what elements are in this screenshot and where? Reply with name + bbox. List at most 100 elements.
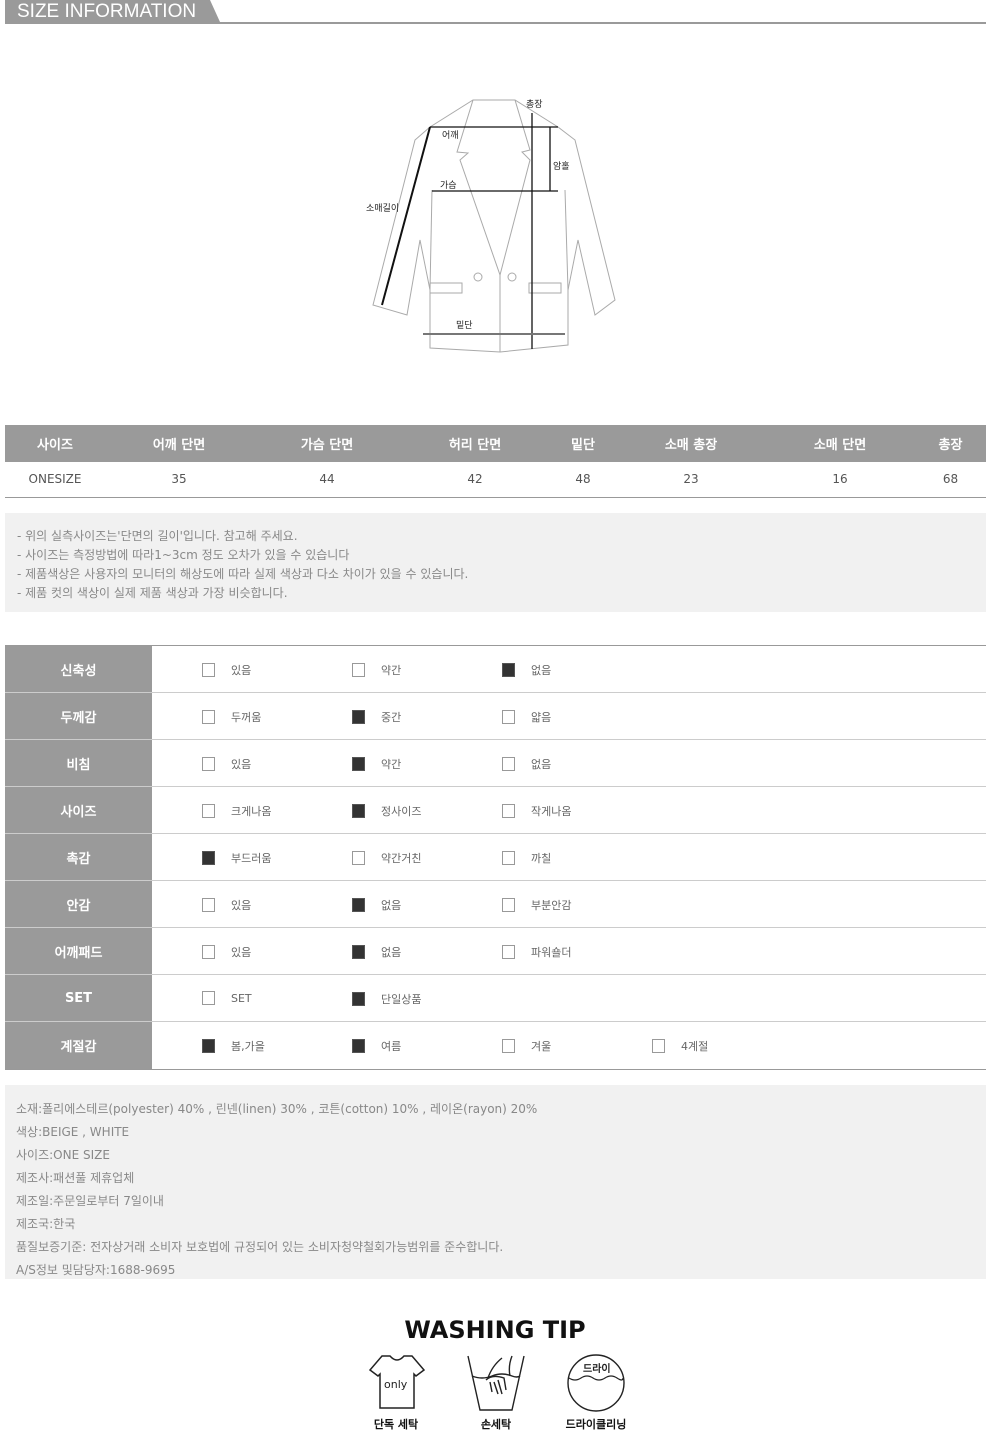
option-label: 크게나옴 [231, 805, 272, 818]
property-option[interactable]: 약간 [352, 662, 401, 678]
label-hem: 밑단 [456, 321, 473, 331]
info-manufacture-date: 제조일:주문일로부터 7일이내 [16, 1194, 164, 1208]
table-cell: 44 [253, 462, 401, 498]
label-total-length: 총장 [526, 100, 543, 110]
table-cell: 23 [617, 462, 765, 498]
dry-clean-icon: 드라이 [562, 1352, 632, 1414]
property-option[interactable]: 없음 [502, 662, 551, 678]
property-option[interactable]: 작게나옴 [502, 803, 571, 819]
checkbox[interactable] [352, 710, 365, 724]
col-header: 가슴 단면 [253, 425, 401, 462]
option-label: 없음 [381, 899, 402, 912]
property-option[interactable]: 약간거친 [352, 850, 421, 866]
table-row: ONESIZE 35 44 42 48 23 16 68 [5, 462, 986, 498]
property-option[interactable]: 없음 [502, 756, 551, 772]
property-label: 촉감 [5, 834, 152, 880]
property-option[interactable]: 없음 [352, 897, 401, 913]
property-option[interactable]: 겨울 [502, 1038, 551, 1054]
checkbox[interactable] [202, 851, 215, 865]
col-header: 소매 총장 [617, 425, 765, 462]
info-as-contact: A/S정보 및담당자:1688-9695 [16, 1263, 176, 1277]
option-label: 있음 [231, 899, 252, 912]
property-label: 안감 [5, 881, 152, 927]
property-option[interactable]: 크게나옴 [202, 803, 271, 819]
checkbox[interactable] [502, 1039, 515, 1053]
property-row: 촉감 부드러움 약간거친 까칠 [5, 834, 986, 881]
checkbox[interactable] [352, 1039, 365, 1053]
property-option[interactable]: 부분안감 [502, 897, 571, 913]
property-option[interactable]: 얇음 [502, 709, 551, 725]
property-option[interactable]: 여름 [352, 1038, 401, 1054]
checkbox[interactable] [502, 663, 515, 677]
col-header: 총장 [915, 425, 986, 462]
checkbox[interactable] [202, 1039, 215, 1053]
property-option[interactable]: 중간 [352, 709, 401, 725]
property-option[interactable]: 봄,가을 [202, 1038, 265, 1054]
option-label: 봄,가을 [231, 1040, 265, 1053]
col-header: 어깨 단면 [105, 425, 253, 462]
property-option[interactable]: 단일상품 [352, 991, 421, 1007]
note-line: - 위의 실측사이즈는'단면의 길이'입니다. 참고해 주세요. [17, 529, 298, 543]
checkbox[interactable] [352, 804, 365, 818]
size-table-header: 사이즈 어깨 단면 가슴 단면 허리 단면 밑단 소매 총장 소매 단면 총장 [5, 425, 986, 462]
label-chest: 가슴 [440, 181, 457, 191]
jacket-illustration [372, 99, 616, 353]
checkbox[interactable] [202, 663, 215, 677]
checkbox[interactable] [352, 757, 365, 771]
label-sleeve-length: 소매길이 [366, 204, 400, 214]
property-option[interactable]: 있음 [202, 944, 251, 960]
property-option[interactable]: 있음 [202, 897, 251, 913]
property-row: 계절감 봄,가을 여름 겨울 4계절 [5, 1022, 986, 1069]
checkbox[interactable] [502, 945, 515, 959]
property-option[interactable]: 있음 [202, 662, 251, 678]
property-option[interactable]: 없음 [352, 944, 401, 960]
property-option[interactable]: 약간 [352, 756, 401, 772]
checkbox[interactable] [352, 992, 365, 1006]
option-label: 없음 [381, 946, 402, 959]
property-option[interactable]: 정사이즈 [352, 803, 421, 819]
option-label: 단일상품 [381, 993, 422, 1006]
option-label: 없음 [531, 758, 552, 771]
property-label: 어깨패드 [5, 928, 152, 974]
checkbox[interactable] [202, 710, 215, 724]
checkbox[interactable] [202, 804, 215, 818]
checkbox[interactable] [652, 1039, 665, 1053]
option-label: 부분안감 [531, 899, 572, 912]
property-label: 사이즈 [5, 787, 152, 833]
checkbox[interactable] [352, 663, 365, 677]
property-label: 비침 [5, 740, 152, 786]
property-option[interactable]: 있음 [202, 756, 251, 772]
option-label: 두꺼움 [231, 711, 262, 724]
checkbox[interactable] [202, 898, 215, 912]
property-row: 비침 있음 약간 없음 [5, 740, 986, 787]
checkbox[interactable] [502, 757, 515, 771]
option-label: 겨울 [531, 1040, 552, 1053]
size-table: 사이즈 어깨 단면 가슴 단면 허리 단면 밑단 소매 총장 소매 단면 총장 … [5, 425, 986, 498]
checkbox[interactable] [352, 851, 365, 865]
option-label: 있음 [231, 946, 252, 959]
checkbox[interactable] [502, 804, 515, 818]
info-manufacturer: 제조사:패션풀 제휴업체 [16, 1171, 135, 1185]
checkbox[interactable] [502, 898, 515, 912]
property-option[interactable]: 까칠 [502, 850, 551, 866]
info-size: 사이즈:ONE SIZE [16, 1148, 110, 1162]
option-label: 있음 [231, 664, 252, 677]
option-label: 얇음 [531, 711, 552, 724]
checkbox[interactable] [202, 991, 215, 1005]
checkbox[interactable] [202, 757, 215, 771]
checkbox[interactable] [502, 710, 515, 724]
col-header: 허리 단면 [401, 425, 549, 462]
property-option[interactable]: 4계절 [652, 1038, 708, 1054]
checkbox[interactable] [352, 945, 365, 959]
table-cell: 48 [549, 462, 617, 498]
property-option[interactable]: SET [202, 991, 252, 1005]
property-option[interactable]: 두꺼움 [202, 709, 261, 725]
property-option[interactable]: 파워숄더 [502, 944, 571, 960]
checkbox[interactable] [202, 945, 215, 959]
option-label: 까칠 [531, 852, 552, 865]
property-option[interactable]: 부드러움 [202, 850, 271, 866]
col-header: 소매 단면 [765, 425, 915, 462]
checkbox[interactable] [502, 851, 515, 865]
checkbox[interactable] [352, 898, 365, 912]
dry-icon-text: 드라이 [583, 1364, 611, 1375]
